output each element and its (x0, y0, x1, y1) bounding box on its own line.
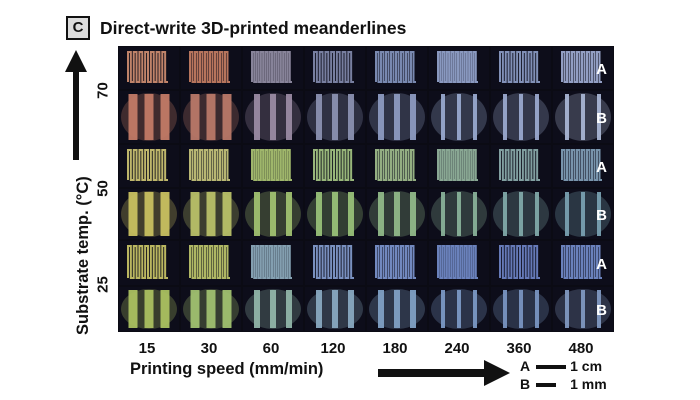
micrograph-tile (491, 91, 551, 143)
x-axis-label: Printing speed (mm/min) (130, 360, 324, 378)
figure-title: Direct-write 3D-printed meanderlines (100, 18, 407, 38)
x-tick-15: 15 (138, 340, 156, 357)
micrograph-tile (429, 189, 489, 239)
micrograph-tile (181, 91, 241, 143)
micrograph-tile (367, 287, 427, 331)
y-axis-arrow-icon (65, 50, 87, 160)
micrograph-tile (429, 241, 489, 285)
micrograph-tile (119, 189, 179, 239)
micrograph-tile (429, 91, 489, 143)
micrograph-tile (305, 145, 365, 187)
row-label-a: A (596, 159, 607, 176)
micrograph-tile (243, 287, 303, 331)
micrograph-tile (491, 287, 551, 331)
micrograph-tile (243, 91, 303, 143)
micrograph-tile (119, 145, 179, 187)
scale-bar-a-text: 1 cm (570, 358, 603, 374)
scale-bar-b-text: 1 mm (570, 376, 607, 392)
micrograph-tile (491, 189, 551, 239)
micrograph-tile (119, 287, 179, 331)
micrograph-tile (553, 145, 613, 187)
x-tick-60: 60 (262, 340, 280, 357)
micrograph-tile (181, 145, 241, 187)
x-tick-120: 120 (320, 340, 346, 357)
row-label-b: B (596, 302, 607, 319)
micrograph-tile (243, 189, 303, 239)
micrograph-tile (305, 189, 365, 239)
micrograph-tile (553, 287, 613, 331)
row-label-a: A (596, 256, 607, 273)
micrograph-tile (429, 145, 489, 187)
row-label-b: B (596, 207, 607, 224)
micrograph-tile (243, 145, 303, 187)
micrograph-grid-svg: A B A B A B (119, 47, 613, 331)
micrograph-tile (491, 241, 551, 285)
y-axis-label: Substrate temp. (°C) (74, 176, 92, 335)
micrograph-tile (119, 241, 179, 285)
micrograph-tile (305, 241, 365, 285)
scale-bar-a-key: A (520, 358, 531, 374)
row-label-b: B (596, 110, 607, 127)
scale-bar-b: B 1 mm (520, 376, 607, 392)
micrograph-tile (491, 47, 551, 89)
micrograph-tile (181, 189, 241, 239)
micrograph-tile (243, 241, 303, 285)
micrograph-tile (429, 47, 489, 89)
x-tick-480: 480 (568, 340, 594, 357)
micrograph-tile (553, 91, 613, 143)
y-tick-50: 50 (94, 180, 112, 197)
micrograph-tile (119, 91, 179, 143)
scale-bar-a: A 1 cm (520, 358, 602, 374)
micrograph-tile (553, 241, 613, 285)
x-tick-360: 360 (506, 340, 532, 357)
micrograph-grid: A B A B A B (118, 46, 614, 332)
micrograph-tile (553, 47, 613, 89)
micrograph-tile (119, 47, 179, 89)
micrograph-tile (305, 91, 365, 143)
micrograph-tile (491, 145, 551, 187)
scale-bar-a-line (536, 365, 567, 370)
x-tick-240: 240 (444, 340, 470, 357)
micrograph-tile (553, 189, 613, 239)
micrograph-tile (367, 91, 427, 143)
x-axis-arrow-icon (378, 360, 510, 386)
micrograph-tile (367, 145, 427, 187)
x-tick-180: 180 (382, 340, 408, 357)
panel-badge: C (66, 16, 90, 40)
scale-bar-b-key: B (520, 376, 531, 392)
micrograph-tile (367, 47, 427, 89)
x-tick-30: 30 (200, 340, 218, 357)
micrograph-tile (305, 287, 365, 331)
micrograph-tile (243, 47, 303, 89)
scale-bar-b-line (536, 383, 557, 388)
y-tick-70: 70 (94, 82, 112, 99)
micrograph-tile (367, 241, 427, 285)
y-tick-25: 25 (94, 276, 112, 293)
micrograph-tile (367, 189, 427, 239)
micrograph-tile (181, 241, 241, 285)
micrograph-tile (181, 47, 241, 89)
micrograph-tile (429, 287, 489, 331)
row-label-a: A (596, 61, 607, 78)
micrograph-tile (305, 47, 365, 89)
micrograph-tile (181, 287, 241, 331)
